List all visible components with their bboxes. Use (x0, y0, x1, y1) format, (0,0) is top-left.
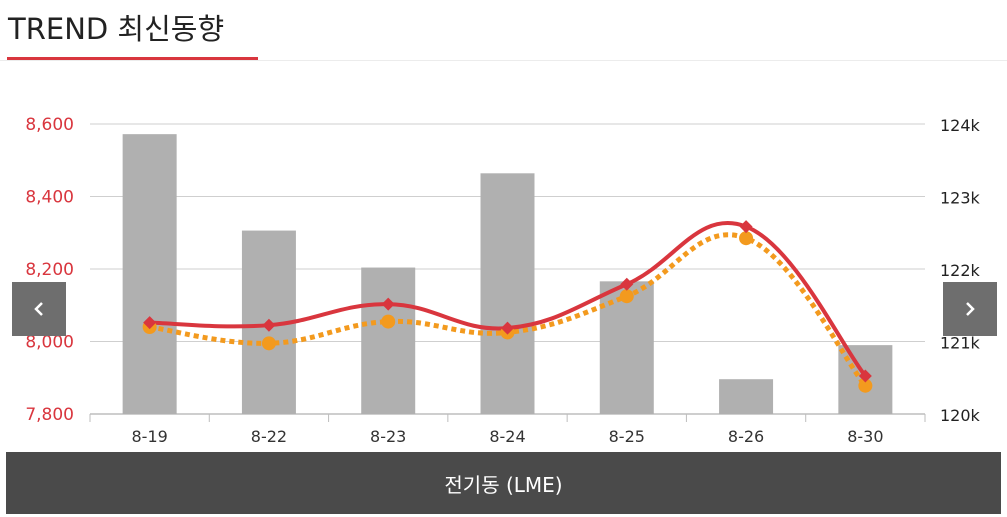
diamond-point (858, 369, 872, 383)
chevron-right-icon (966, 302, 975, 316)
next-button[interactable] (943, 282, 997, 336)
circle-point (858, 378, 873, 393)
diamond-point (501, 321, 514, 335)
diamond-point (739, 220, 753, 234)
prev-button[interactable] (12, 282, 66, 336)
y-tick-left: 7,800 (25, 405, 74, 425)
circle-point (619, 289, 634, 304)
title-underline (7, 57, 258, 60)
y-tick-right: 122k (940, 261, 981, 280)
x-tick-label: 8-22 (251, 427, 287, 446)
diamond-point (143, 316, 157, 330)
y-tick-left: 8,000 (25, 333, 74, 353)
y-tick-left: 8,600 (25, 115, 74, 135)
bar (480, 173, 535, 414)
bar (719, 379, 774, 414)
x-tick-label: 8-26 (728, 427, 764, 446)
x-tick-label: 8-19 (131, 427, 167, 446)
y-tick-right: 123k (940, 189, 981, 208)
x-tick-label: 8-23 (370, 427, 406, 446)
circle-point (381, 314, 396, 329)
y-tick-left: 8,200 (25, 260, 74, 280)
diamond-point (620, 277, 634, 291)
bar (122, 134, 177, 414)
trend-chart: 7,800 120k 8,000 121k 8,200 122k 8,400 123k 8,60… (25, 115, 981, 446)
diamond-point (262, 318, 276, 332)
y-tick-right: 124k (940, 116, 981, 135)
x-tick-label: 8-30 (847, 427, 883, 446)
footer-label: 전기동 (LME) (444, 472, 563, 497)
y-tick-right: 120k (940, 406, 981, 425)
bar (361, 267, 416, 414)
x-tick-label: 8-25 (609, 427, 645, 446)
circle-point (261, 336, 276, 351)
y-tick-left: 8,400 (25, 188, 74, 208)
chevron-left-icon (34, 302, 43, 316)
chart-label-bar: 전기동 (LME) (6, 452, 1001, 514)
y-tick-right: 121k (940, 334, 981, 353)
page-title: TREND 최신동향 (8, 12, 225, 46)
circle-point (739, 231, 754, 246)
diamond-point (381, 297, 395, 311)
header: TREND 최신동향 (0, 0, 1007, 61)
x-tick-label: 8-24 (489, 427, 525, 446)
